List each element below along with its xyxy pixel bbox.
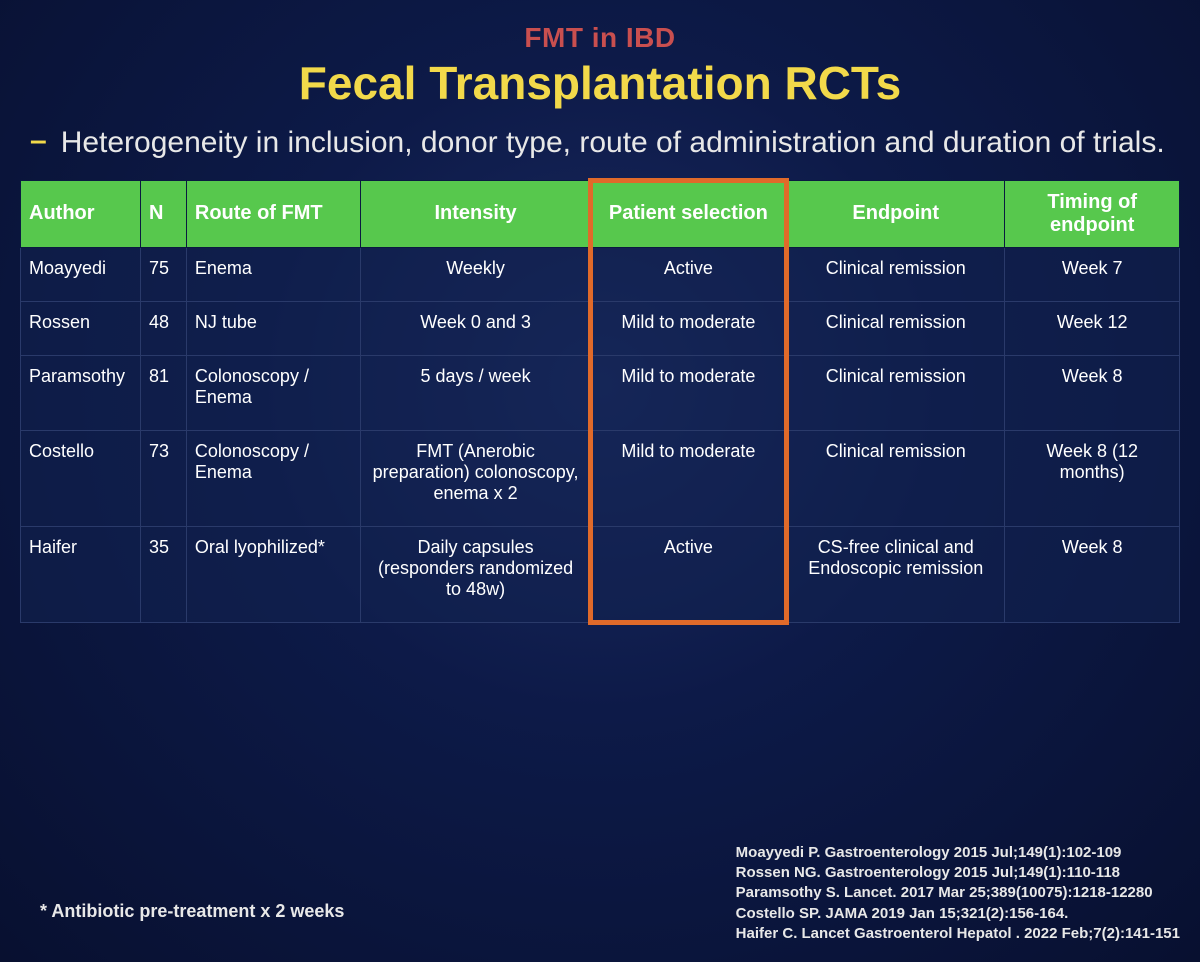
cell-intensity: 5 days / week: [361, 355, 590, 430]
rct-table: Author N Route of FMT Intensity Patient …: [20, 180, 1180, 623]
reference-line: Moayyedi P. Gastroenterology 2015 Jul;14…: [736, 843, 1180, 863]
cell-endpoint: Clinical remission: [787, 247, 1005, 301]
reference-line: Rossen NG. Gastroenterology 2015 Jul;149…: [736, 863, 1180, 883]
cell-timing: Week 8 (12 months): [1005, 430, 1180, 526]
footnote: * Antibiotic pre-treatment x 2 weeks: [40, 901, 344, 922]
cell-author: Costello: [21, 430, 141, 526]
col-header-endpoint: Endpoint: [787, 180, 1005, 247]
slide: FMT in IBD Fecal Transplantation RCTs – …: [0, 0, 1200, 962]
cell-intensity: Daily capsules (responders randomized to…: [361, 526, 590, 622]
table-row: Rossen48NJ tubeWeek 0 and 3Mild to moder…: [21, 301, 1180, 355]
cell-endpoint: Clinical remission: [787, 355, 1005, 430]
cell-patient: Active: [590, 526, 786, 622]
cell-intensity: FMT (Anerobic preparation) colonoscopy, …: [361, 430, 590, 526]
references-block: Moayyedi P. Gastroenterology 2015 Jul;14…: [736, 843, 1180, 944]
col-header-patient: Patient selection: [590, 180, 786, 247]
cell-endpoint: Clinical remission: [787, 430, 1005, 526]
cell-patient: Active: [590, 247, 786, 301]
cell-endpoint: Clinical remission: [787, 301, 1005, 355]
col-header-route: Route of FMT: [186, 180, 361, 247]
cell-endpoint: CS-free clinical and Endoscopic remissio…: [787, 526, 1005, 622]
col-header-n: N: [141, 180, 187, 247]
cell-timing: Week 7: [1005, 247, 1180, 301]
table-body: Moayyedi75EnemaWeeklyActiveClinical remi…: [21, 247, 1180, 622]
cell-route: Enema: [186, 247, 361, 301]
cell-route: Colonoscopy / Enema: [186, 355, 361, 430]
reference-line: Haifer C. Lancet Gastroenterol Hepatol .…: [736, 924, 1180, 944]
cell-n: 75: [141, 247, 187, 301]
reference-line: Paramsothy S. Lancet. 2017 Mar 25;389(10…: [736, 883, 1180, 903]
col-header-author: Author: [21, 180, 141, 247]
table-header-row: Author N Route of FMT Intensity Patient …: [21, 180, 1180, 247]
cell-timing: Week 8: [1005, 526, 1180, 622]
cell-n: 48: [141, 301, 187, 355]
col-header-timing: Timing of endpoint: [1005, 180, 1180, 247]
table-row: Costello73Colonoscopy / EnemaFMT (Anerob…: [21, 430, 1180, 526]
cell-author: Haifer: [21, 526, 141, 622]
cell-patient: Mild to moderate: [590, 430, 786, 526]
cell-patient: Mild to moderate: [590, 301, 786, 355]
cell-timing: Week 12: [1005, 301, 1180, 355]
slide-title: Fecal Transplantation RCTs: [20, 56, 1180, 110]
slide-subtitle: Heterogeneity in inclusion, donor type, …: [61, 124, 1165, 162]
cell-route: Colonoscopy / Enema: [186, 430, 361, 526]
cell-n: 35: [141, 526, 187, 622]
subtitle-row: – Heterogeneity in inclusion, donor type…: [30, 124, 1170, 162]
cell-n: 81: [141, 355, 187, 430]
table-row: Paramsothy81Colonoscopy / Enema5 days / …: [21, 355, 1180, 430]
bullet-dash-icon: –: [30, 124, 47, 157]
cell-route: NJ tube: [186, 301, 361, 355]
table-row: Moayyedi75EnemaWeeklyActiveClinical remi…: [21, 247, 1180, 301]
reference-line: Costello SP. JAMA 2019 Jan 15;321(2):156…: [736, 904, 1180, 924]
cell-n: 73: [141, 430, 187, 526]
cell-patient: Mild to moderate: [590, 355, 786, 430]
cell-intensity: Week 0 and 3: [361, 301, 590, 355]
col-header-intensity: Intensity: [361, 180, 590, 247]
cell-timing: Week 8: [1005, 355, 1180, 430]
cell-author: Rossen: [21, 301, 141, 355]
slide-supertitle: FMT in IBD: [20, 22, 1180, 54]
table-wrapper: Author N Route of FMT Intensity Patient …: [20, 180, 1180, 623]
cell-route: Oral lyophilized*: [186, 526, 361, 622]
table-row: Haifer35Oral lyophilized*Daily capsules …: [21, 526, 1180, 622]
cell-author: Paramsothy: [21, 355, 141, 430]
cell-intensity: Weekly: [361, 247, 590, 301]
cell-author: Moayyedi: [21, 247, 141, 301]
